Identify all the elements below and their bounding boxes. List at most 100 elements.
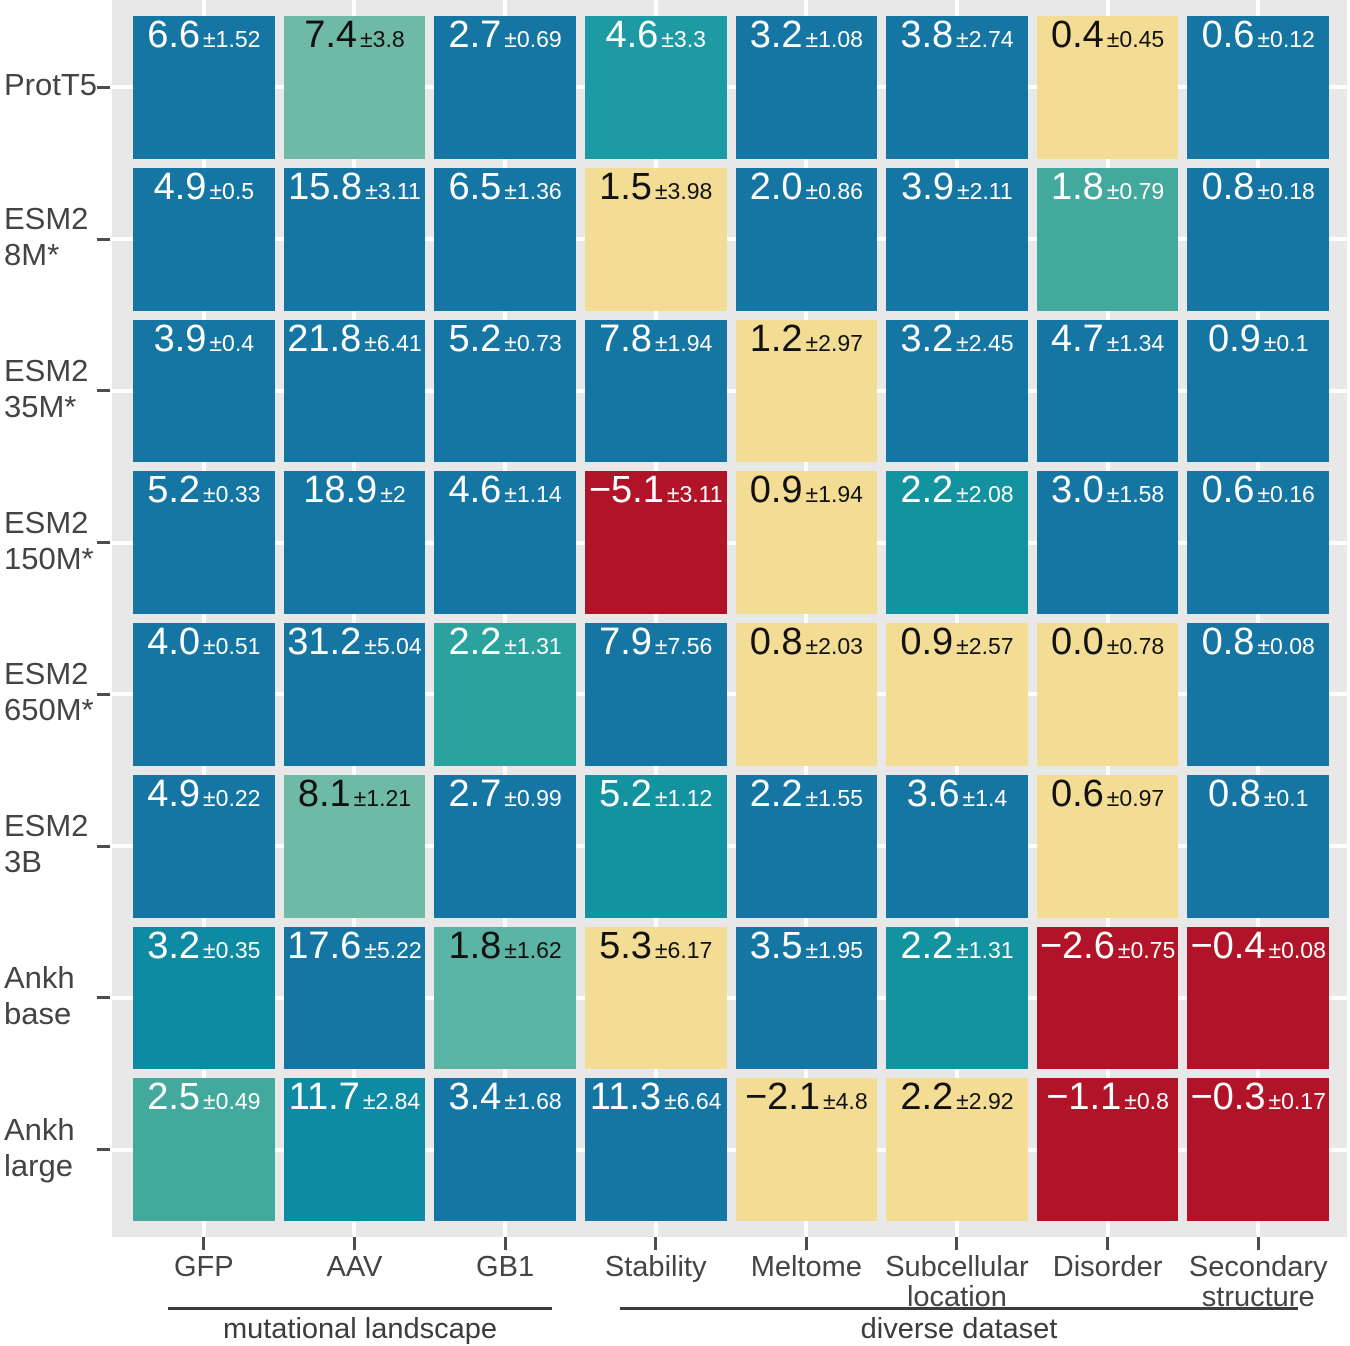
cell-error: ±0.5 xyxy=(209,177,255,204)
x-axis-label-subcellular-location: Subcellular location xyxy=(847,1252,1067,1312)
cell-error: ±0.73 xyxy=(504,329,562,356)
heatmap-cell-esm2-150m-gfp: 5.2 ±0.33 xyxy=(133,471,275,614)
cell-error: ±0.49 xyxy=(203,1088,261,1115)
cell-value: 3.8 xyxy=(900,14,954,56)
cell-error: ±0.16 xyxy=(1257,481,1315,508)
cell-error: ±3.98 xyxy=(654,177,713,204)
panel-gridline-vertical xyxy=(804,0,809,1237)
cell-value: 5.2 xyxy=(448,317,502,360)
cell-value: 3.9 xyxy=(153,317,207,360)
y-axis-label-line: base xyxy=(4,995,72,1031)
cell-error: ±0.33 xyxy=(203,481,261,508)
heatmap-cell-esm2-650m-gfp: 4.0 ±0.51 xyxy=(133,623,275,766)
y-axis-tick xyxy=(97,844,110,848)
x-axis-label-line: GFP xyxy=(174,1251,234,1283)
cell-value: 0.9 xyxy=(900,621,954,663)
cell-error: ±0.12 xyxy=(1257,26,1315,52)
cell-value: 3.4 xyxy=(448,1076,502,1119)
cell-error: ±2 xyxy=(380,481,406,508)
cell-error: ±0.79 xyxy=(1106,177,1165,204)
cell-error: ±0.51 xyxy=(203,633,261,659)
cell-value: 8.1 xyxy=(297,772,351,815)
heatmap-cell-ankh-large-subcellular-location: 2.2 ±2.92 xyxy=(886,1078,1028,1221)
cell-value: 1.5 xyxy=(599,165,652,208)
cell-value: 0.9 xyxy=(749,469,803,512)
heatmap-cell-esm2-35m-meltome: 1.2 ±2.97 xyxy=(735,319,878,463)
cell-value: 2.7 xyxy=(448,772,502,815)
y-axis-tick xyxy=(97,1148,110,1152)
cell-error: ±0.69 xyxy=(504,26,562,52)
heatmap-cell-esm2-3b-gfp: 4.9 ±0.22 xyxy=(133,774,275,918)
cell-value: 2.2 xyxy=(749,772,803,815)
x-axis-tick xyxy=(654,1237,658,1250)
x-axis-label-secondary-structure: Secondary structure xyxy=(1148,1252,1350,1312)
cell-value: 3.9 xyxy=(901,165,954,208)
cell-error: ±0.17 xyxy=(1268,1088,1326,1115)
y-axis-label-line: 8M* xyxy=(4,237,60,273)
heatmap-cell-esm2-150m-secondary-structure: 0.6 ±0.16 xyxy=(1187,471,1329,614)
heatmap-cell-ankh-base-gfp: 3.2 ±0.35 xyxy=(133,926,275,1070)
y-axis-label-line: ESM2 xyxy=(4,656,89,692)
heatmap-cell-esm2-3b-subcellular-location: 3.6 ±1.4 xyxy=(886,774,1028,918)
heatmap-cell-esm2-35m-aav: 21.8 ±6.41 xyxy=(283,319,426,463)
y-axis-label-line: 35M* xyxy=(4,388,77,424)
cell-value: −0.4 xyxy=(1190,924,1266,967)
x-axis-label-line: Meltome xyxy=(750,1251,862,1283)
cell-value: 3.2 xyxy=(900,317,954,360)
cell-error: ±6.64 xyxy=(664,1088,722,1115)
heatmap-cell-esm2-3b-secondary-structure: 0.8 ±0.1 xyxy=(1187,774,1329,918)
x-axis-label-line: AAV xyxy=(326,1251,383,1283)
cell-error: ±1.62 xyxy=(504,936,562,963)
heatmap-cell-prott5-gb1: 2.7 ±0.69 xyxy=(434,16,576,159)
heatmap-cell-prott5-disorder: 0.4 ±0.45 xyxy=(1036,16,1179,159)
x-axis-tick xyxy=(1256,1237,1260,1250)
heatmap-cell-prott5-subcellular-location: 3.8 ±2.74 xyxy=(886,16,1028,159)
cell-value: 0.6 xyxy=(1201,14,1255,56)
cell-error: ±1.12 xyxy=(654,784,713,811)
y-axis-label-line: ProtT5 xyxy=(4,67,98,103)
y-axis-label-line: ESM2 xyxy=(4,201,89,237)
heatmap-cell-esm2-35m-secondary-structure: 0.9 ±0.1 xyxy=(1187,319,1329,463)
heatmap-cell-esm2-650m-secondary-structure: 0.8 ±0.08 xyxy=(1187,623,1329,766)
cell-value: 17.6 xyxy=(287,924,362,967)
heatmap-cell-esm2-150m-subcellular-location: 2.2 ±2.08 xyxy=(886,471,1028,614)
cell-error: ±7.56 xyxy=(654,633,713,659)
heatmap-cell-esm2-35m-stability: 7.8 ±1.94 xyxy=(584,319,727,463)
heatmap-cell-esm2-650m-disorder: 0.0 ±0.78 xyxy=(1036,621,1179,766)
heatmap-cell-esm2-8m-disorder: 1.8 ±0.79 xyxy=(1036,167,1179,311)
heatmap-cell-prott5-aav: 7.4 ±3.8 xyxy=(283,14,426,159)
cell-value: 5.3 xyxy=(599,924,652,967)
cell-value: 0.0 xyxy=(1050,621,1104,663)
cell-value: 7.4 xyxy=(304,14,358,56)
panel-gridline-horizontal xyxy=(112,692,1347,697)
x-axis-label-line: Secondary xyxy=(1188,1251,1328,1283)
cell-value: 2.0 xyxy=(749,165,803,208)
cell-error: ±1.21 xyxy=(353,784,412,811)
cell-error: ±1.52 xyxy=(203,26,261,52)
cell-error: ±1.31 xyxy=(504,633,562,659)
panel-gridline-vertical xyxy=(653,0,658,1237)
x-axis-label-gfp: GFP xyxy=(94,1252,314,1282)
y-axis-label-line: 650M* xyxy=(4,692,94,728)
panel-gridline-vertical xyxy=(954,0,959,1237)
cell-error: ±0.22 xyxy=(203,784,261,811)
group-underline-mutational-landscape xyxy=(168,1307,552,1310)
y-axis-label-esm2-8m-: ESM2 8M* xyxy=(4,201,114,273)
y-axis-label-line: large xyxy=(4,1147,73,1183)
cell-error: ±4.8 xyxy=(823,1088,868,1115)
heatmap-cell-ankh-base-aav: 17.6 ±5.22 xyxy=(283,924,426,1070)
heatmap-cell-esm2-150m-gb1: 4.6 ±1.14 xyxy=(434,471,576,614)
y-axis-tick xyxy=(97,237,110,241)
cell-error: ±2.08 xyxy=(956,481,1014,508)
heatmap-cell-esm2-8m-secondary-structure: 0.8 ±0.18 xyxy=(1187,167,1329,311)
y-axis-label-esm2-650m-: ESM2 650M* xyxy=(4,656,114,728)
y-axis-label-prott5: ProtT5 xyxy=(4,67,114,103)
x-axis-label-stability: Stability xyxy=(546,1252,766,1282)
y-axis-label-line: 3B xyxy=(4,844,42,880)
cell-value: 4.0 xyxy=(147,621,201,663)
y-axis-label-ankh-base: Ankh base xyxy=(4,960,114,1032)
cell-value: 0.8 xyxy=(749,621,803,663)
heatmap-cell-ankh-base-subcellular-location: 2.2 ±1.31 xyxy=(886,926,1028,1070)
cell-error: ±1.4 xyxy=(962,784,1008,811)
group-label-diverse-dataset: diverse dataset xyxy=(860,1313,1058,1345)
